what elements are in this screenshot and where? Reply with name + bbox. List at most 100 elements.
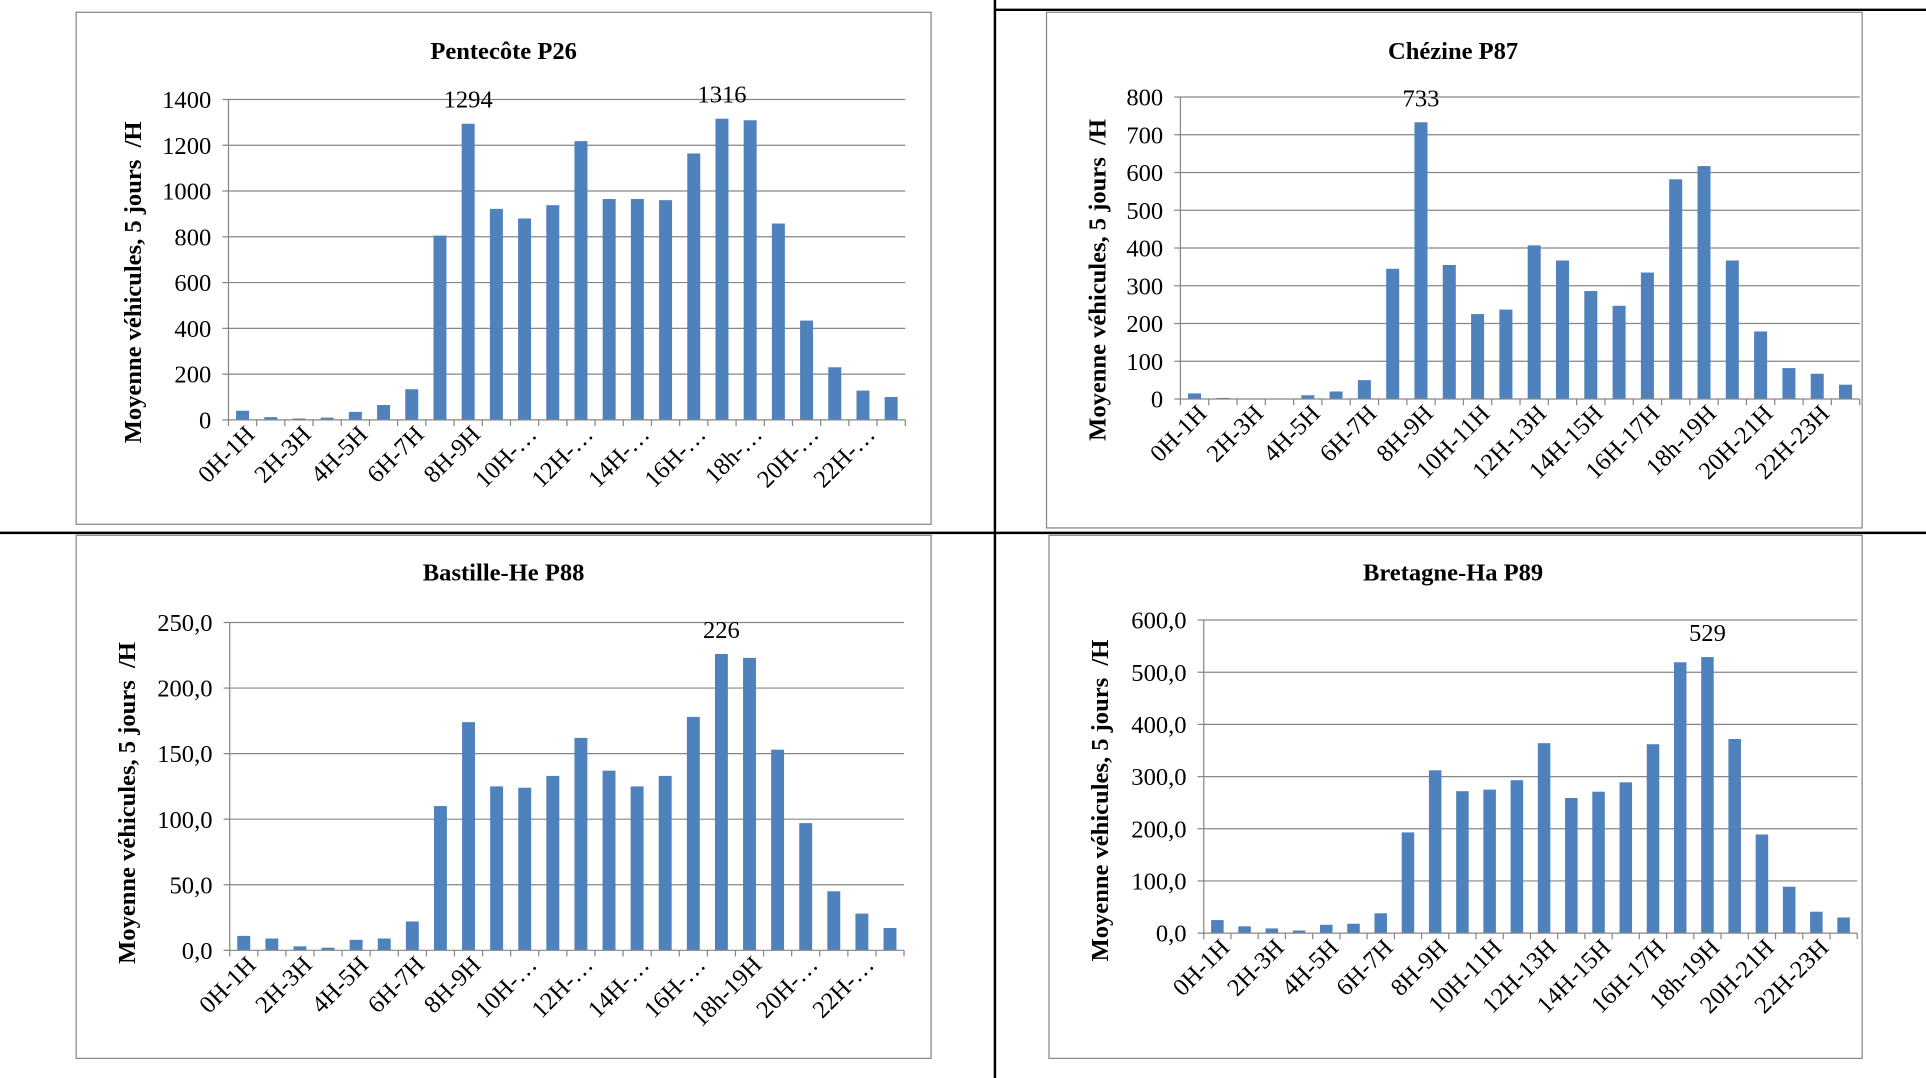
- bar: [800, 320, 814, 420]
- bar: [1673, 662, 1687, 934]
- bar: [686, 716, 700, 951]
- bar: [1619, 782, 1633, 934]
- y-axis-title: Moyenne véhicules, 5 jours /H: [114, 642, 141, 964]
- bar-series: [237, 653, 897, 951]
- bar: [1701, 657, 1714, 934]
- bar: [1292, 930, 1306, 934]
- bar: [1329, 391, 1343, 400]
- chart-pentecote-p26: 02004006008001000120014000H-1H2H-3H4H-5H…: [75, 11, 932, 525]
- bar: [462, 722, 475, 951]
- bar: [265, 938, 279, 951]
- bar: [883, 928, 897, 951]
- bar: [1238, 926, 1251, 934]
- bar: [1428, 770, 1442, 934]
- axes: [1174, 96, 1861, 406]
- y-tick-label: 600: [174, 270, 211, 297]
- bar: [1527, 245, 1541, 400]
- gridlines: [1203, 619, 1858, 882]
- y-tick-label: 300: [1126, 273, 1163, 300]
- y-tick-label: 250,0: [157, 610, 212, 637]
- y-tick-label: 1400: [162, 87, 211, 114]
- bar: [827, 891, 841, 951]
- bar: [687, 153, 701, 420]
- bar-series: [236, 118, 898, 420]
- y-tick-label: 200,0: [1131, 816, 1186, 843]
- bar: [405, 389, 419, 420]
- y-axis-title: Moyenne véhicules, 5 jours /H: [1087, 640, 1114, 962]
- bar: [715, 118, 729, 420]
- y-tick-label: 1200: [162, 133, 211, 160]
- bar: [1592, 791, 1605, 934]
- bar: [1537, 743, 1551, 934]
- y-tick-label: 0,0: [1156, 921, 1187, 948]
- bar: [348, 411, 362, 420]
- y-axis-title: Moyenne véhicules, 5 jours /H: [1084, 119, 1111, 441]
- bar: [1612, 305, 1626, 400]
- bar: [828, 367, 842, 420]
- bar: [1810, 373, 1824, 400]
- y-tick-label: 50,0: [170, 872, 213, 899]
- y-tick-label: 200: [1126, 311, 1163, 338]
- y-tick-label: 200: [174, 362, 211, 389]
- bar-series: [1188, 122, 1853, 400]
- axes: [222, 98, 906, 427]
- bar: [1320, 924, 1333, 934]
- bar: [518, 787, 532, 951]
- chart-title: Chézine P87: [1388, 38, 1518, 65]
- bar: [602, 770, 616, 951]
- bar: [1483, 789, 1496, 934]
- bar-series: [1211, 657, 1850, 934]
- data-label: 733: [1403, 85, 1440, 112]
- bar: [1301, 395, 1315, 400]
- y-tick-label: 400: [1126, 236, 1163, 263]
- bar: [1401, 832, 1415, 934]
- y-tick-label: 150,0: [157, 741, 212, 768]
- bar: [1565, 797, 1578, 934]
- bar: [293, 946, 307, 951]
- bar: [1697, 166, 1711, 400]
- y-tick-label: 0: [1151, 387, 1163, 414]
- bar: [1754, 331, 1768, 400]
- bar: [1211, 920, 1224, 934]
- chart-title: Pentecôte P26: [430, 38, 577, 65]
- bar: [1646, 744, 1660, 934]
- bar: [1640, 272, 1654, 400]
- bar: [237, 935, 251, 951]
- y-tick-label: 800: [174, 224, 211, 251]
- bar: [489, 208, 503, 420]
- y-axis-title: Moyenne véhicules, 5 jours /H: [120, 122, 147, 444]
- bar: [1782, 886, 1796, 934]
- bar: [1555, 260, 1570, 400]
- y-tick-label: 800: [1126, 85, 1163, 112]
- bar: [574, 141, 588, 420]
- bar: [1510, 780, 1524, 934]
- gridlines: [228, 98, 906, 375]
- bar: [743, 657, 756, 951]
- y-tick-label: 200,0: [157, 676, 212, 703]
- bar: [377, 405, 391, 420]
- data-label: 529: [1689, 620, 1726, 647]
- bar: [1442, 265, 1456, 400]
- gridlines: [229, 621, 905, 886]
- bar: [1471, 314, 1485, 400]
- bar: [856, 390, 870, 420]
- axes: [223, 621, 905, 957]
- bar: [658, 775, 672, 951]
- bar: [1499, 309, 1513, 400]
- bar: [1414, 122, 1428, 400]
- axes: [1197, 619, 1858, 940]
- chart-frame: [75, 11, 932, 525]
- chart-title: Bretagne-Ha P89: [1363, 560, 1543, 587]
- bar: [659, 200, 673, 420]
- bar: [1357, 380, 1371, 400]
- bar: [630, 199, 644, 420]
- bar: [855, 913, 869, 951]
- y-tick-label: 100,0: [1131, 869, 1186, 896]
- bar: [1456, 791, 1469, 934]
- chart-chezine-p87: 01002003004005006007008000H-1H2H-3H4H-5H…: [1045, 11, 1863, 529]
- bar: [546, 205, 560, 420]
- bar: [264, 417, 278, 420]
- bar: [743, 120, 757, 420]
- data-label: 226: [703, 617, 740, 644]
